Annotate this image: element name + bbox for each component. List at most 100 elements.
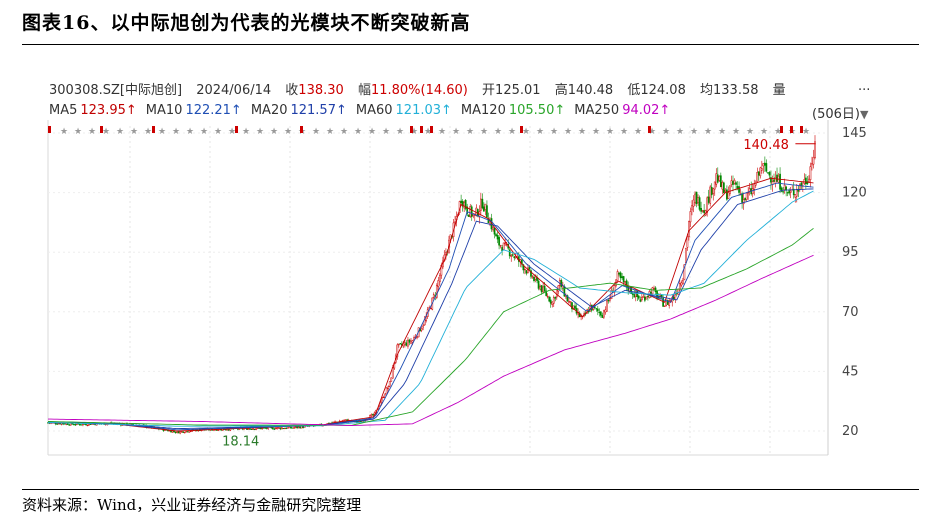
candle-body-down: [533, 276, 535, 282]
event-flag-icon: [790, 126, 793, 133]
bottom-rule: [22, 489, 919, 490]
candle-body-down: [633, 294, 636, 298]
candle-body-down: [545, 290, 548, 296]
event-star-icon: ★: [606, 127, 614, 137]
y-tick-label: 120: [842, 186, 867, 201]
candle-body-down: [621, 276, 623, 279]
candle-body-down: [719, 175, 722, 187]
candle-body-up: [680, 282, 683, 286]
candle-body-up: [760, 168, 763, 171]
candle-body-up: [697, 197, 699, 203]
ma-legend-label: MA5: [49, 103, 78, 118]
candle-body-up: [795, 189, 798, 197]
candle-body-up: [180, 431, 183, 433]
candle-body-up: [759, 167, 762, 177]
candle-body-up: [492, 226, 494, 231]
candle-body-up: [659, 295, 661, 297]
candle-body-down: [74, 424, 77, 426]
candle-body-up: [475, 207, 478, 216]
ma-legend-label: MA10: [145, 103, 183, 118]
candle-body-down: [666, 300, 669, 305]
event-flag-icon: [300, 126, 303, 133]
candle-body-up: [546, 295, 549, 298]
event-star-icon: ★: [592, 127, 600, 137]
candle-body-down: [528, 267, 531, 270]
event-flag-icon: [410, 126, 413, 133]
candle-body-down: [776, 174, 778, 182]
candle-body-down: [549, 299, 552, 304]
event-flag-icon: [430, 126, 433, 133]
event-star-icon: ★: [396, 127, 404, 137]
candle-body-up: [390, 377, 393, 382]
candle-body-up: [189, 430, 192, 433]
candle-body-down: [726, 189, 728, 200]
candle-body-down: [408, 339, 411, 343]
candle-body-up: [217, 429, 219, 431]
candle-body-up: [552, 297, 555, 304]
candle-body-up: [688, 221, 690, 237]
candle-body-down: [79, 424, 81, 426]
candle-body-down: [285, 427, 288, 429]
event-star-icon: ★: [410, 127, 418, 137]
candle-body-up: [812, 157, 815, 165]
candle-body-up: [484, 203, 487, 210]
event-star-icon: ★: [144, 127, 152, 137]
candle-body-down: [62, 423, 65, 425]
candle-body-up: [334, 421, 336, 423]
candle-body-down: [511, 254, 514, 256]
event-star-icon: ★: [284, 127, 292, 137]
event-flag-icon: [152, 126, 155, 133]
candle-body-down: [757, 171, 760, 176]
event-star-icon: ★: [270, 127, 278, 137]
candle-body-up: [171, 430, 174, 433]
event-star-icon: ★: [74, 127, 82, 137]
candle-body-down: [498, 237, 500, 246]
candle-body-down: [530, 270, 532, 277]
candle-body-up: [665, 300, 668, 306]
candle-body-down: [675, 293, 678, 295]
event-star-icon: ★: [326, 127, 334, 137]
candle-body-up: [762, 163, 765, 167]
candle-body-down: [619, 272, 622, 279]
candle-body-up: [604, 309, 607, 313]
candle-body-up: [510, 255, 513, 257]
candle-body-up: [381, 397, 383, 403]
candle-body-down: [707, 196, 710, 203]
event-star-icon: ★: [424, 127, 432, 137]
candle-body-down: [80, 424, 83, 426]
candle-body-down: [265, 427, 268, 429]
candle-body-up: [683, 264, 686, 280]
event-star-icon: ★: [802, 127, 810, 137]
candle-body-up: [188, 431, 191, 433]
candle-body-down: [279, 427, 282, 430]
candle-body-up: [651, 287, 654, 295]
event-flag-icon: [648, 126, 651, 133]
candle-body-down: [618, 272, 620, 275]
candle-body-up: [499, 245, 502, 247]
candle-body-up: [794, 194, 797, 198]
candle-body-down: [174, 431, 177, 434]
candle-body-down: [461, 201, 464, 207]
candle-body-up: [756, 172, 759, 183]
candle-body-up: [57, 423, 60, 425]
event-star-icon: ★: [88, 127, 96, 137]
event-star-icon: ★: [60, 127, 68, 137]
candle-body-up: [432, 294, 435, 298]
event-star-icon: ★: [172, 127, 180, 137]
candle-body-down: [782, 191, 784, 193]
low-price-label: 18.14: [222, 434, 259, 449]
period-selector[interactable]: (506日)▼: [812, 107, 869, 122]
event-star-icon: ★: [564, 127, 572, 137]
candle-body-up: [439, 275, 441, 283]
more-menu-button[interactable]: ...: [858, 79, 871, 94]
candle-body-down: [224, 429, 227, 431]
candle-body-up: [288, 426, 291, 429]
candle-body-up: [682, 280, 684, 285]
candle-body-down: [470, 206, 473, 217]
event-star-icon: ★: [746, 127, 754, 137]
candle-body-up: [694, 193, 696, 203]
candle-body-up: [278, 427, 280, 429]
event-star-icon: ★: [536, 127, 544, 137]
event-star-icon: ★: [732, 127, 740, 137]
candle-body-down: [495, 234, 497, 237]
